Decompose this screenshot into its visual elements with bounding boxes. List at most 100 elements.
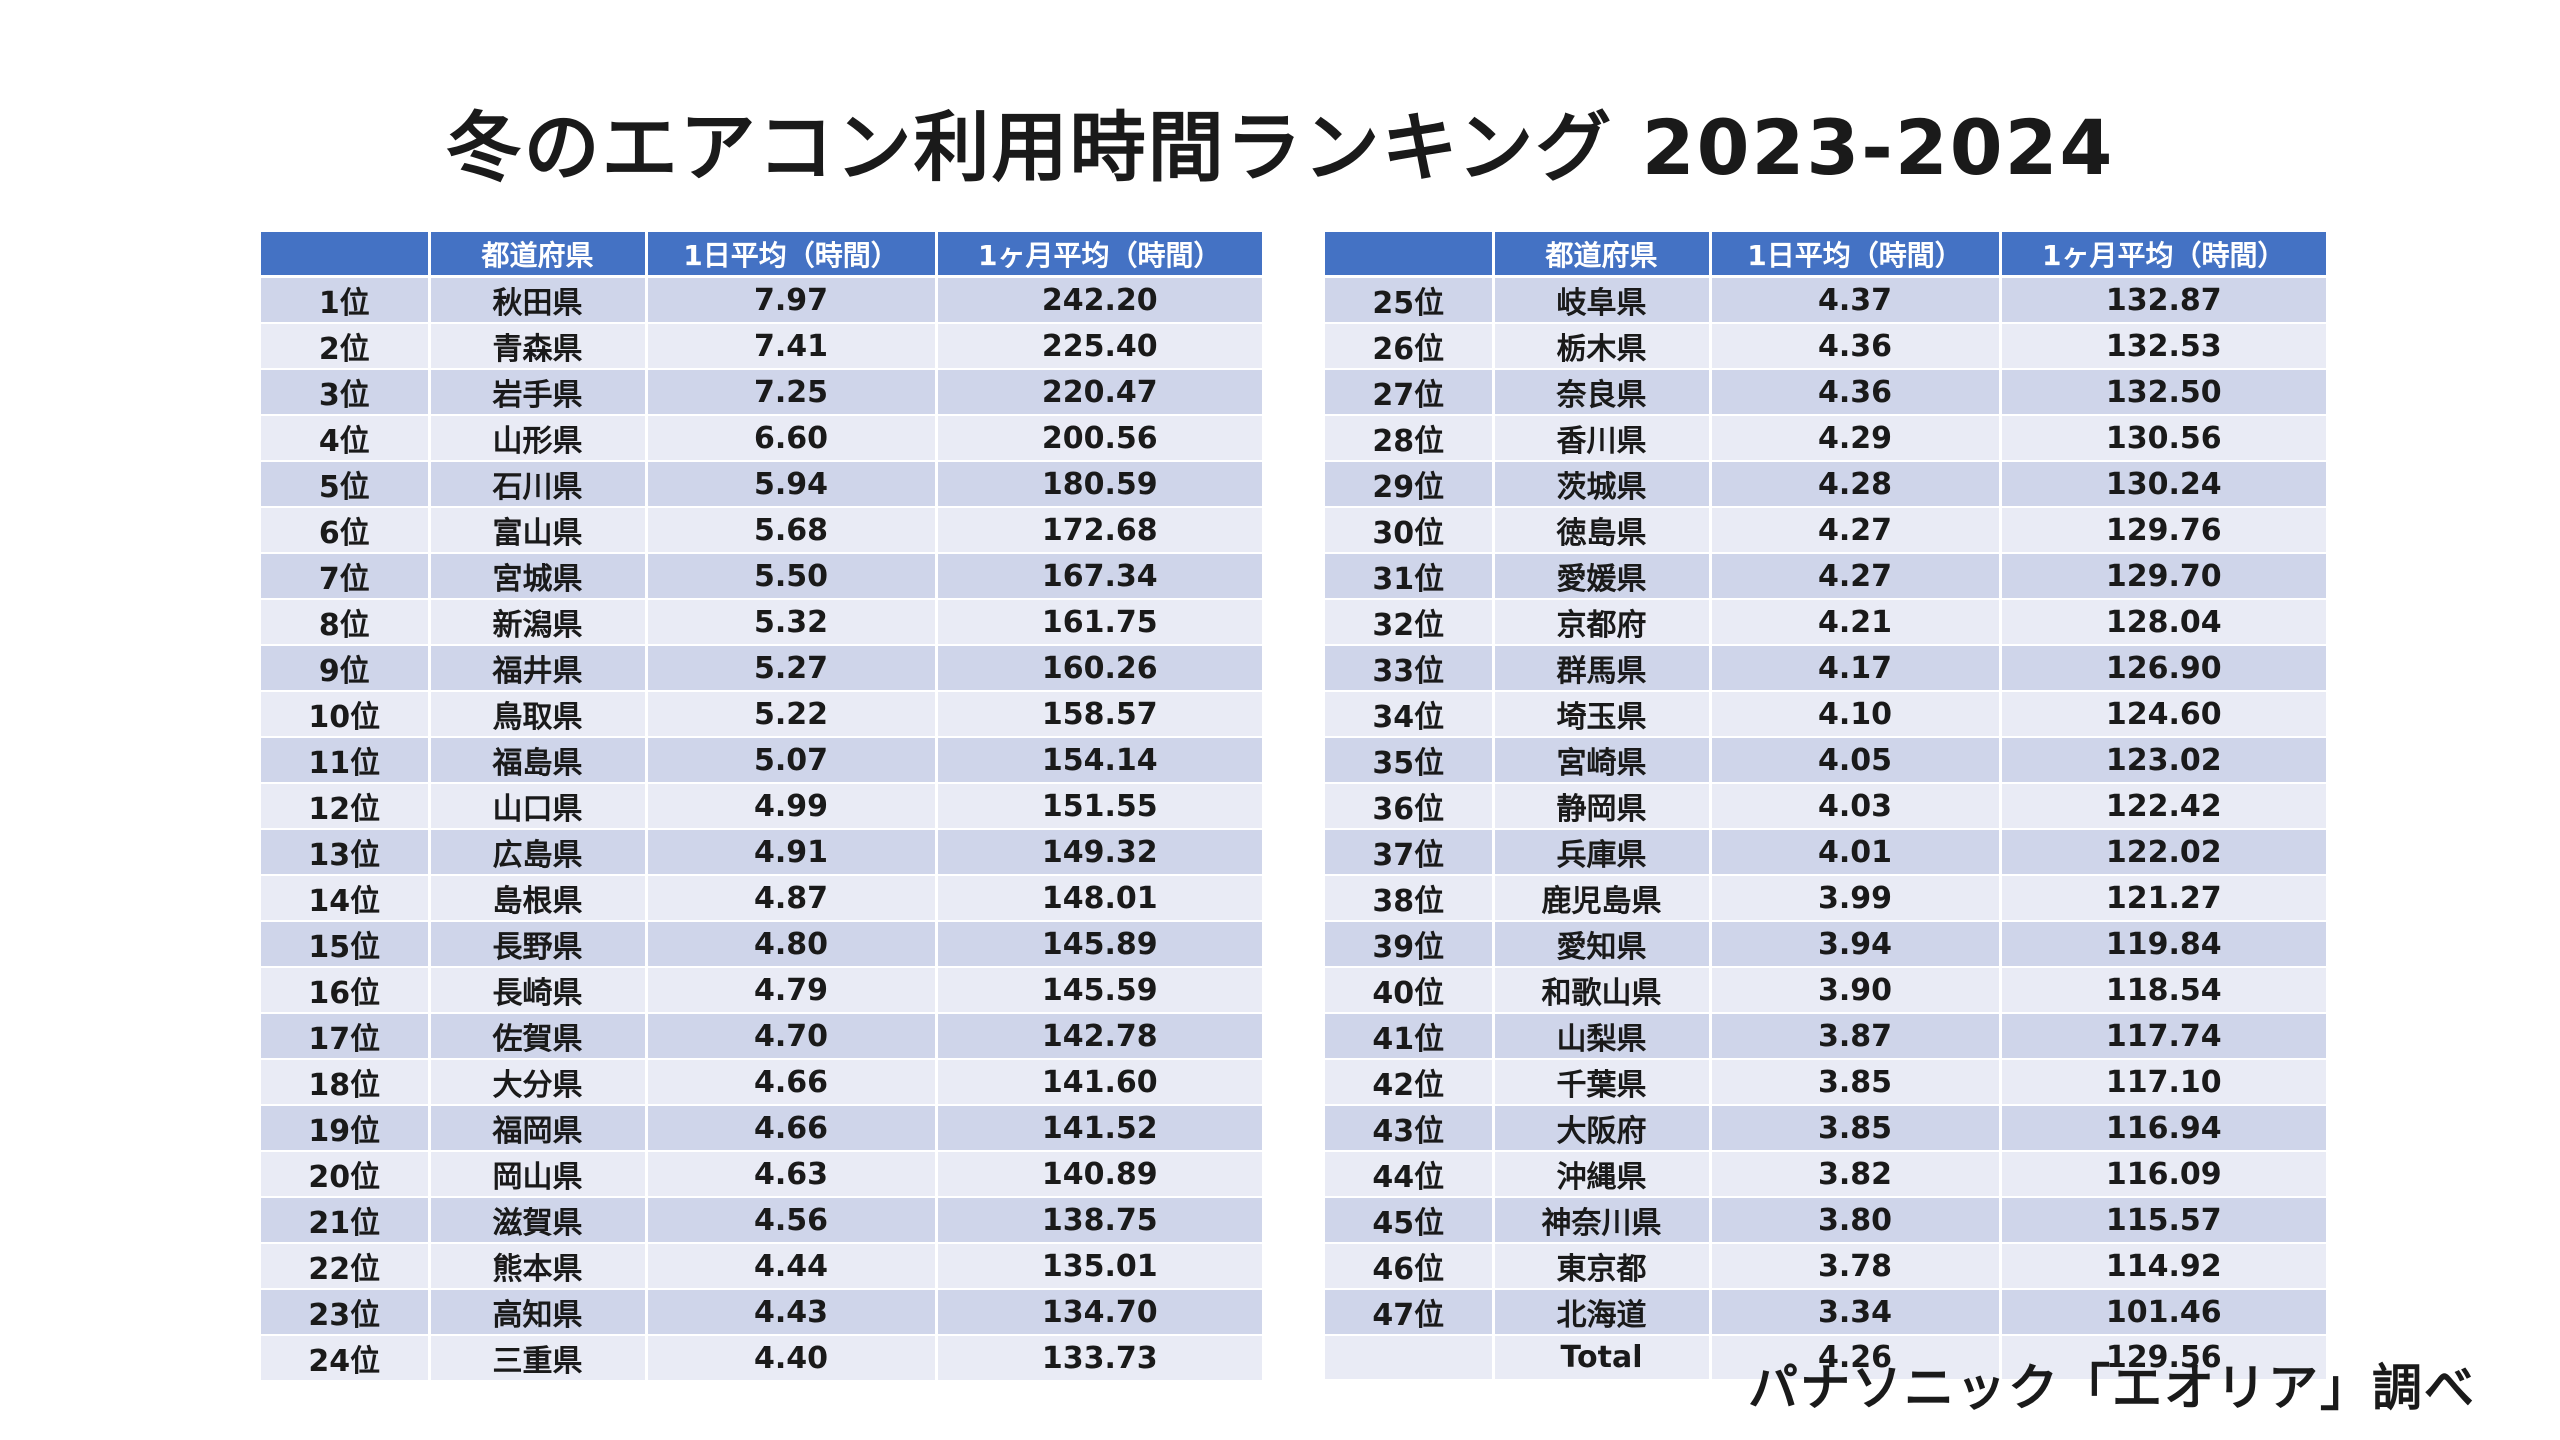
monthly-average-cell: 116.09 (2000, 1151, 2326, 1198)
table-row: 24位 三重県 4.40 133.73 (261, 1335, 1262, 1382)
monthly-average-cell: 142.78 (936, 1013, 1262, 1060)
prefecture-cell: 山口県 (429, 783, 648, 830)
daily-average-cell: 4.44 (646, 1243, 938, 1290)
prefecture-cell: 長崎県 (429, 967, 648, 1014)
rank-cell: 37位 (1325, 829, 1495, 876)
table-row: 25位 岐阜県 4.37 132.87 (1325, 276, 2326, 324)
prefecture-cell: 高知県 (429, 1289, 648, 1336)
rank-cell: 21位 (261, 1197, 431, 1244)
monthly-average-cell: 149.32 (936, 829, 1262, 876)
monthly-average-cell: 134.70 (936, 1289, 1262, 1336)
prefecture-cell: 岩手県 (429, 369, 648, 416)
table-row: 19位 福岡県 4.66 141.52 (261, 1105, 1262, 1152)
monthly-average-cell: 122.02 (2000, 829, 2326, 876)
table-row: 39位 愛知県 3.94 119.84 (1325, 921, 2326, 968)
table-row: 42位 千葉県 3.85 117.10 (1325, 1059, 2326, 1106)
rank-cell: 9位 (261, 645, 431, 692)
daily-average-cell: 4.63 (646, 1151, 938, 1198)
monthly-average-cell: 141.52 (936, 1105, 1262, 1152)
daily-average-cell: 4.17 (1710, 645, 2002, 692)
daily-average-cell: 7.41 (646, 323, 938, 370)
monthly-average-cell: 138.75 (936, 1197, 1262, 1244)
daily-average-cell: 4.70 (646, 1013, 938, 1060)
table-row: 44位 沖縄県 3.82 116.09 (1325, 1151, 2326, 1198)
table-row: Total 4.26 129.56 (1325, 1335, 2326, 1381)
prefecture-cell: 京都府 (1493, 599, 1712, 646)
daily-average-cell: 4.01 (1710, 829, 2002, 876)
rank-cell: 39位 (1325, 921, 1495, 968)
monthly-average-cell: 148.01 (936, 875, 1262, 922)
rank-cell: 47位 (1325, 1289, 1495, 1336)
daily-average-cell: 3.82 (1710, 1151, 2002, 1198)
table-row: 38位 鹿児島県 3.99 121.27 (1325, 875, 2326, 922)
monthly-average-cell: 225.40 (936, 323, 1262, 370)
table-row: 26位 栃木県 4.36 132.53 (1325, 323, 2326, 370)
prefecture-cell: 東京都 (1493, 1243, 1712, 1290)
daily-average-cell: 5.07 (646, 737, 938, 784)
prefecture-cell: 福井県 (429, 645, 648, 692)
monthly-average-cell: 128.04 (2000, 599, 2326, 646)
prefecture-cell: 福岡県 (429, 1105, 648, 1152)
rank-cell: 26位 (1325, 323, 1495, 370)
table-row: 11位 福島県 5.07 154.14 (261, 737, 1262, 784)
daily-average-cell: 4.27 (1710, 507, 2002, 554)
monthly-average-cell: 129.70 (2000, 553, 2326, 600)
table-header-row: 都道府県 1日平均（時間） 1ヶ月平均（時間） (261, 232, 1262, 278)
daily-average-cell: 4.40 (646, 1335, 938, 1382)
prefecture-cell: 青森県 (429, 323, 648, 370)
header-rank (261, 232, 431, 278)
table-row: 7位 宮城県 5.50 167.34 (261, 553, 1262, 600)
daily-average-cell: 5.68 (646, 507, 938, 554)
table-row: 14位 島根県 4.87 148.01 (261, 875, 1262, 922)
monthly-average-cell: 220.47 (936, 369, 1262, 416)
daily-average-cell: 4.05 (1710, 737, 2002, 784)
header-daily-average: 1日平均（時間） (646, 232, 938, 278)
monthly-average-cell: 114.92 (2000, 1243, 2326, 1290)
rank-cell: 27位 (1325, 369, 1495, 416)
table-row: 40位 和歌山県 3.90 118.54 (1325, 967, 2326, 1014)
daily-average-cell: 4.29 (1710, 415, 2002, 462)
monthly-average-cell: 130.56 (2000, 415, 2326, 462)
daily-average-cell: 4.36 (1710, 323, 2002, 370)
table-row: 35位 宮崎県 4.05 123.02 (1325, 737, 2326, 784)
table-row: 30位 徳島県 4.27 129.76 (1325, 507, 2326, 554)
rank-cell: 46位 (1325, 1243, 1495, 1290)
daily-average-cell: 3.34 (1710, 1289, 2002, 1336)
monthly-average-cell: 132.53 (2000, 323, 2326, 370)
prefecture-cell: 富山県 (429, 507, 648, 554)
rank-cell: 2位 (261, 323, 431, 370)
monthly-average-cell: 140.89 (936, 1151, 1262, 1198)
table-row: 18位 大分県 4.66 141.60 (261, 1059, 1262, 1106)
rank-cell: 36位 (1325, 783, 1495, 830)
monthly-average-cell: 158.57 (936, 691, 1262, 738)
prefecture-cell: 山形県 (429, 415, 648, 462)
prefecture-cell: 群馬県 (1493, 645, 1712, 692)
prefecture-cell: 宮城県 (429, 553, 648, 600)
prefecture-cell: 千葉県 (1493, 1059, 1712, 1106)
monthly-average-cell: 145.59 (936, 967, 1262, 1014)
page-title: 冬のエアコン利用時間ランキング 2023-2024 (445, 103, 2115, 192)
monthly-average-cell: 141.60 (936, 1059, 1262, 1106)
rank-cell: 40位 (1325, 967, 1495, 1014)
prefecture-cell: 愛媛県 (1493, 553, 1712, 600)
prefecture-cell: Total (1493, 1335, 1712, 1381)
table-row: 22位 熊本県 4.44 135.01 (261, 1243, 1262, 1290)
monthly-average-cell: 200.56 (936, 415, 1262, 462)
monthly-average-cell: 129.56 (2000, 1335, 2326, 1381)
monthly-average-cell: 126.90 (2000, 645, 2326, 692)
rank-cell: 16位 (261, 967, 431, 1014)
monthly-average-cell: 122.42 (2000, 783, 2326, 830)
daily-average-cell: 4.03 (1710, 783, 2002, 830)
rank-cell: 20位 (261, 1151, 431, 1198)
rank-cell: 42位 (1325, 1059, 1495, 1106)
daily-average-cell: 4.99 (646, 783, 938, 830)
prefecture-cell: 滋賀県 (429, 1197, 648, 1244)
monthly-average-cell: 154.14 (936, 737, 1262, 784)
rank-cell: 23位 (261, 1289, 431, 1336)
ranking-table-right: 都道府県 1日平均（時間） 1ヶ月平均（時間） 25位 岐阜県 4.37 132.87… (1325, 232, 2326, 1381)
table-row: 47位 北海道 3.34 101.46 (1325, 1289, 2326, 1336)
header-monthly-average: 1ヶ月平均（時間） (2000, 232, 2326, 278)
rank-cell (1325, 1335, 1495, 1381)
rank-cell: 8位 (261, 599, 431, 646)
monthly-average-cell: 172.68 (936, 507, 1262, 554)
